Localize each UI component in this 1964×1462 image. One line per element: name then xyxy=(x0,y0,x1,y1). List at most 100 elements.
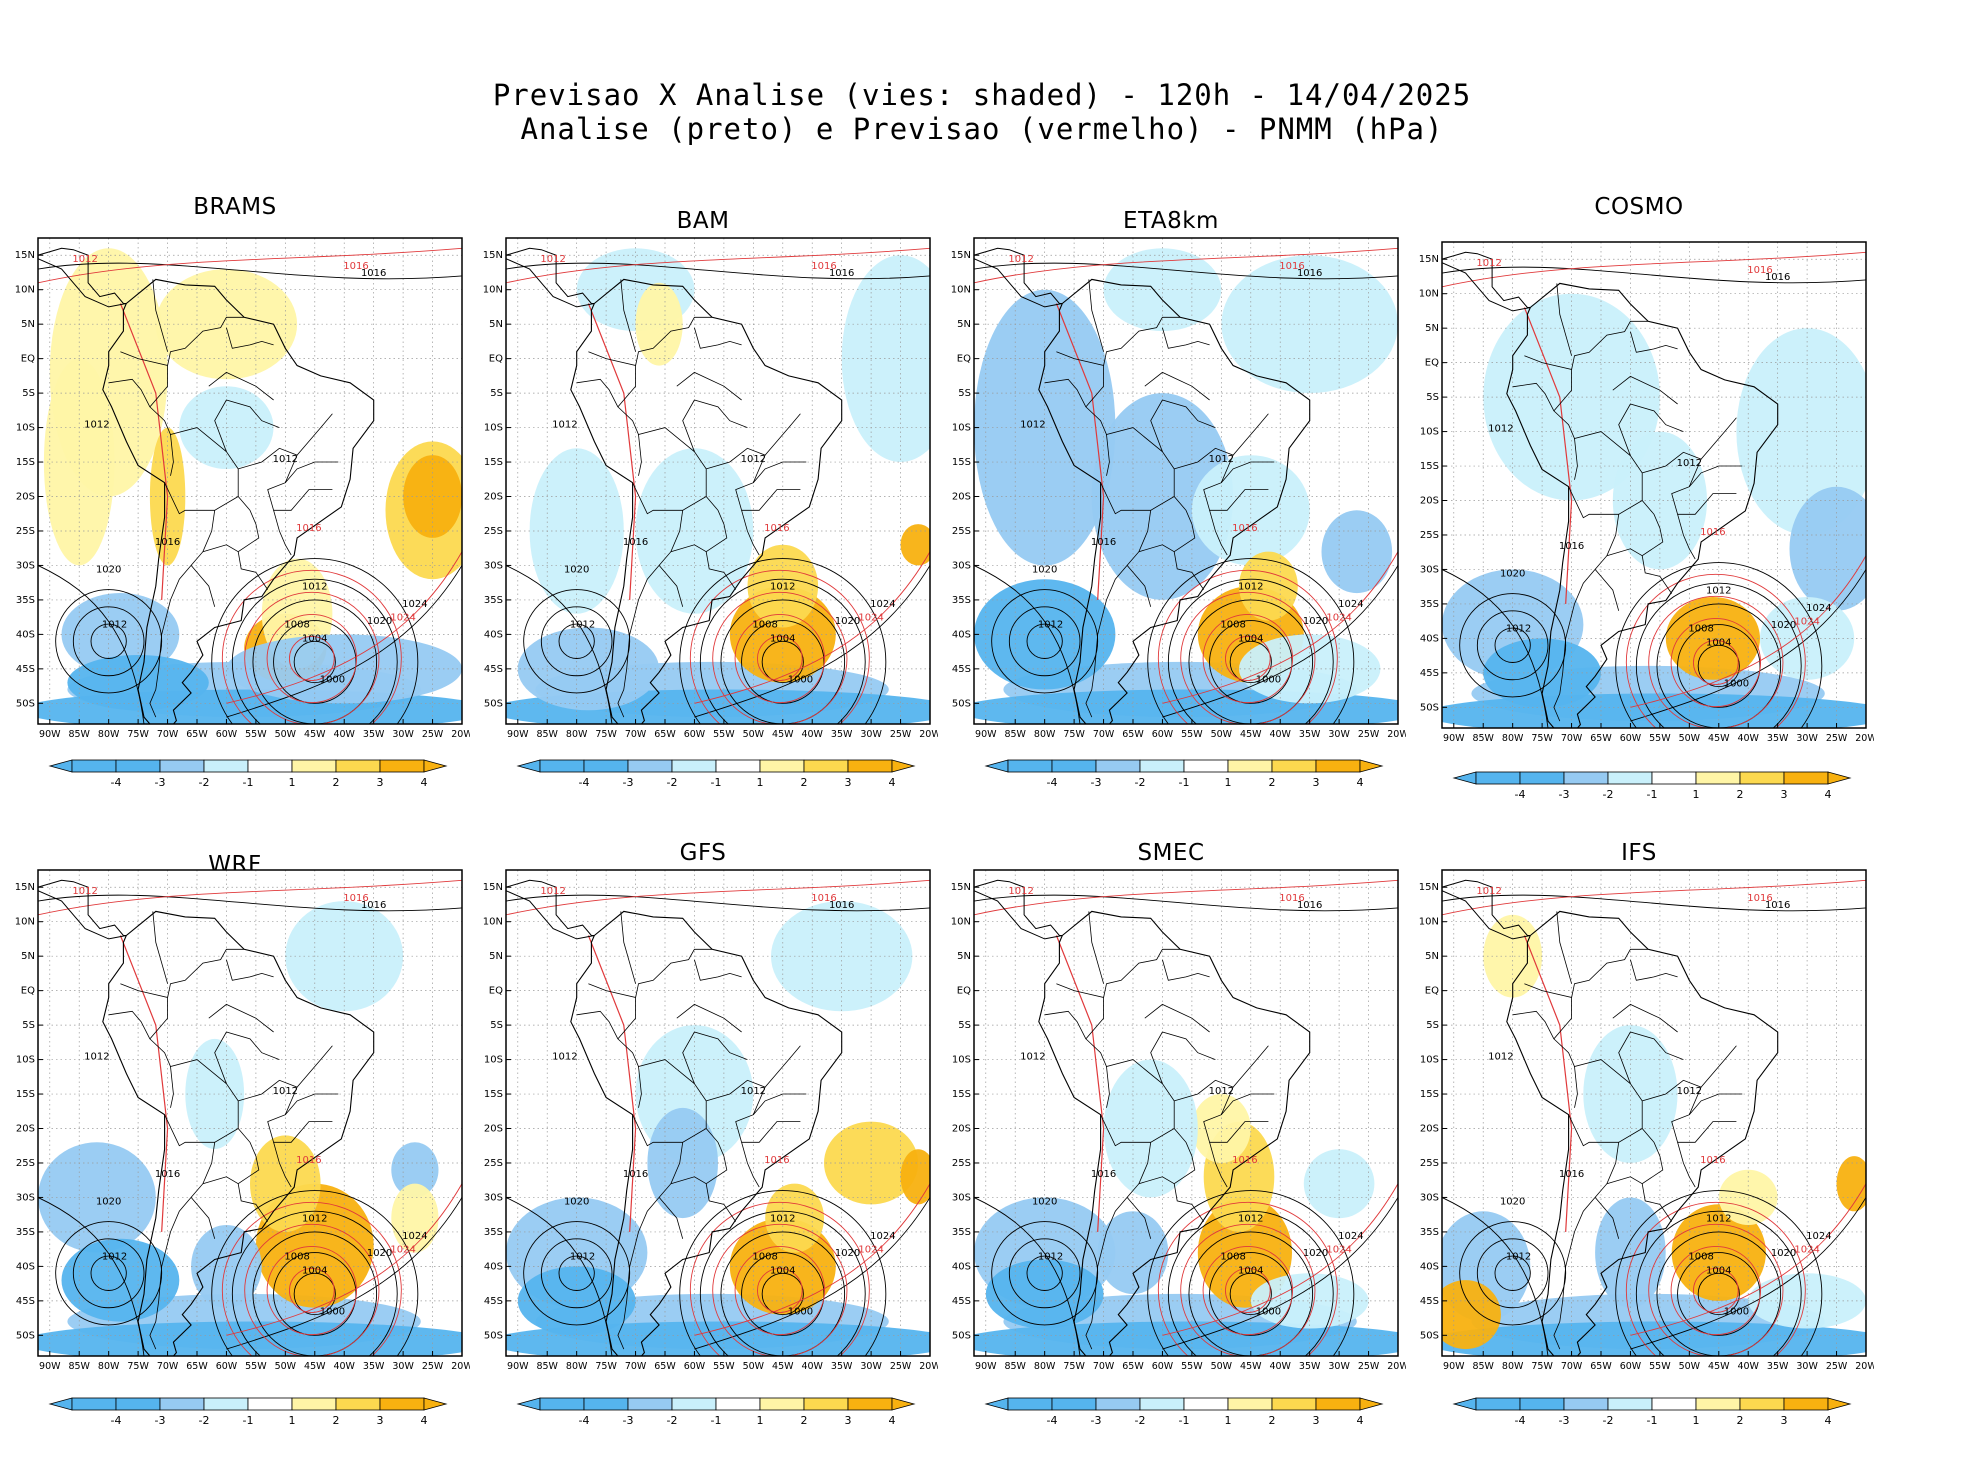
contour-label: 1012 xyxy=(302,1214,327,1225)
colorbar-segment xyxy=(1695,1397,1741,1411)
colorbar-segment xyxy=(1139,1397,1185,1411)
contour-label: 1004 xyxy=(302,633,327,644)
analysis-contour xyxy=(1229,640,1272,684)
country-border xyxy=(1553,514,1620,722)
lat-tick-label: 10N xyxy=(1419,917,1439,928)
lon-tick-label: 50W xyxy=(743,1361,765,1372)
lat-tick-label: 45S xyxy=(16,1296,35,1307)
analysis-contour xyxy=(1635,1210,1802,1356)
colorbar-tick-label: 1 xyxy=(757,776,764,789)
contour-label: 1016 xyxy=(1091,1169,1116,1180)
colorbar-tick-label: -1 xyxy=(1647,1414,1658,1427)
analysis-contour xyxy=(1615,562,1823,728)
lat-tick-label: 45S xyxy=(1420,1296,1439,1307)
colorbar-tick-label: 3 xyxy=(1313,776,1320,789)
contour-label: 1012 xyxy=(1209,1086,1234,1097)
lon-tick-label: 25W xyxy=(1358,1361,1380,1372)
contour-label: 1008 xyxy=(1220,619,1245,630)
country-border xyxy=(741,510,760,556)
colorbar-segment xyxy=(1783,771,1829,785)
contour-label: 1024 xyxy=(870,599,895,610)
lat-tick-label: EQ xyxy=(21,354,35,365)
bias-shading xyxy=(61,1238,180,1322)
analysis-contour xyxy=(293,640,336,684)
lat-tick-label: 50S xyxy=(484,698,503,709)
lon-tick-label: 85W xyxy=(536,729,558,740)
colorbar-tick-label: -1 xyxy=(243,1414,254,1427)
colorbar-tick-label: -2 xyxy=(1135,1414,1146,1427)
contour-label: 1012 xyxy=(84,1052,109,1063)
contour-label: 1024 xyxy=(1326,1245,1351,1256)
country-border xyxy=(167,316,245,366)
lat-tick-label: 10S xyxy=(1420,427,1439,438)
contour-label: 1016 xyxy=(1091,537,1116,548)
analysis-contour xyxy=(974,894,1398,912)
map-frame xyxy=(973,237,1399,725)
analysis-contour xyxy=(1615,1190,1823,1356)
lat-tick-label: 35S xyxy=(1420,1227,1439,1238)
contour-label: 1008 xyxy=(1688,1251,1713,1262)
colorbar-segment xyxy=(203,759,249,773)
lat-tick-label: 25S xyxy=(952,526,971,537)
map-panel-brams: BRAMS 1004 1008 1012 1000 1020 1024 1020 1012 101… xyxy=(0,190,470,830)
lon-tick-label: 80W xyxy=(566,729,588,740)
lat-tick-label: 45S xyxy=(16,664,35,675)
lat-tick-label: EQ xyxy=(489,354,503,365)
country-border xyxy=(635,316,713,366)
lon-tick-label: 70W xyxy=(625,729,647,740)
lat-tick-label: 20S xyxy=(1420,496,1439,507)
lat-tick-label: 40S xyxy=(484,629,503,640)
colorbar-tick-label: 4 xyxy=(421,1414,428,1427)
lon-tick-label: 60W xyxy=(684,1361,706,1372)
contour-label: 1012 xyxy=(1677,1086,1702,1097)
lon-tick-label: 35W xyxy=(1767,733,1789,744)
colorbar-tick-label: 2 xyxy=(333,776,340,789)
country-border xyxy=(658,565,684,607)
map-panel-ifs: IFS 1004 1008 1012 1000 1020 1024 1020 1012 1016 1… xyxy=(1404,822,1874,1462)
country-border xyxy=(1524,983,1643,1147)
country-border xyxy=(705,1128,737,1222)
lat-tick-label: 10N xyxy=(15,285,35,296)
lat-tick-label: 5N xyxy=(489,319,503,330)
forecast-contour xyxy=(1630,1183,1866,1336)
colorbar-segment xyxy=(1007,759,1053,773)
contour-label: 1020 xyxy=(835,616,860,627)
forecast-contour xyxy=(694,1183,930,1336)
analysis-contour xyxy=(699,578,866,724)
panel-title: IFS xyxy=(1621,840,1657,866)
colorbar-segment xyxy=(159,759,205,773)
country-border xyxy=(152,911,168,984)
country-border xyxy=(670,1176,707,1185)
colorbar-segment xyxy=(539,1397,585,1411)
country-border xyxy=(1044,378,1087,408)
coastline-south-america xyxy=(1506,282,1779,728)
lat-tick-label: 20S xyxy=(1420,1124,1439,1135)
country-border xyxy=(1088,279,1104,352)
contour-label: 1012 xyxy=(570,619,595,630)
analysis-contour xyxy=(1697,1272,1740,1316)
country-border xyxy=(273,510,292,556)
forecast-contour xyxy=(757,1268,803,1314)
analysis-contour xyxy=(1209,620,1293,704)
colorbar-segment xyxy=(1739,1397,1785,1411)
contour-label: 1016 xyxy=(1747,265,1772,276)
lon-tick-label: 20W xyxy=(451,729,470,740)
analysis-contour xyxy=(974,262,1398,280)
analysis-contour xyxy=(55,589,163,694)
map-canvas: 1004100810121000102010241020101210161016… xyxy=(15,237,470,789)
country-border xyxy=(682,399,748,452)
lat-tick-label: 50S xyxy=(16,698,35,709)
lon-tick-label: 50W xyxy=(275,1361,297,1372)
country-border xyxy=(676,371,742,401)
lon-tick-label: 40W xyxy=(801,1361,823,1372)
colorbar-segment xyxy=(1607,771,1653,785)
country-border xyxy=(1144,1003,1210,1033)
analysis-contour xyxy=(720,1231,846,1356)
colorbar-segment xyxy=(671,759,717,773)
contour-label: 1012 xyxy=(72,886,97,897)
analysis-contour xyxy=(540,1238,613,1309)
analysis-contour xyxy=(1494,627,1531,663)
colorbar-tick-label: -3 xyxy=(623,1414,634,1427)
forecast-contour xyxy=(712,591,848,724)
colorbar-segment xyxy=(247,759,293,773)
